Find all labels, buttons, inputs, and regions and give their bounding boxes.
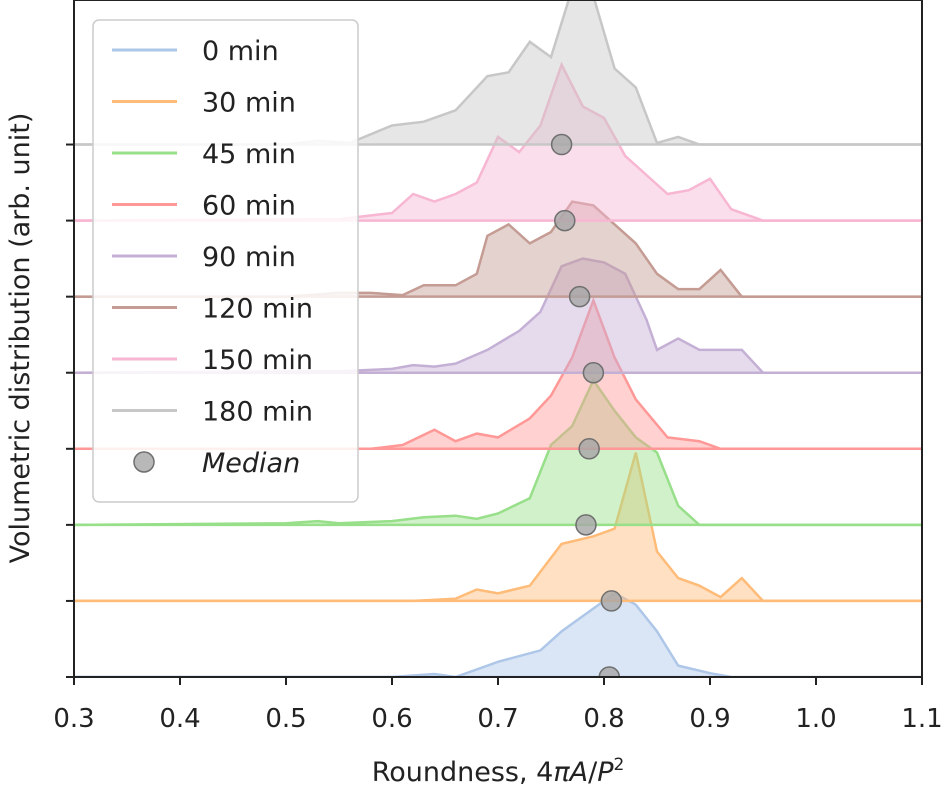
- median-marker-7: [550, 133, 573, 156]
- ridge-area-7: [74, 0, 922, 145]
- legend-label-6: 150 min: [202, 345, 313, 376]
- legend: 0 min 30 min 45 min 60 min 90 min 120 min 150 …: [92, 19, 359, 503]
- legend-label-5: 120 min: [202, 294, 313, 325]
- ridge-line-1: [74, 452, 922, 603]
- legend-label-0: 0 min: [202, 36, 279, 67]
- x-tick-label: 0.6: [371, 704, 412, 734]
- ridge-line-0: [74, 591, 732, 677]
- ridge-line-2: [74, 377, 922, 527]
- ridge-area-6: [74, 64, 922, 221]
- axis-ticks: 0.3 0.4 0.5 0.6 0.7 0.8 0.9 1.0 1.1: [53, 143, 943, 734]
- x-tick-label: 0.9: [689, 704, 730, 734]
- legend-label-median: Median: [202, 448, 300, 479]
- median-markers: [550, 133, 623, 677]
- ridge-line-3: [74, 296, 922, 451]
- x-tick-label: 0.7: [477, 704, 518, 734]
- legend-box: [92, 19, 359, 503]
- median-marker-5: [568, 285, 591, 308]
- median-marker-2: [575, 514, 597, 536]
- y-axis-label: Volumetric distribution (arb. unit): [5, 113, 36, 564]
- ridge-area-4: [74, 258, 922, 373]
- x-tick-label: 0.3: [53, 704, 94, 734]
- legend-label-2: 45 min: [202, 139, 296, 170]
- median-marker-0: [598, 666, 621, 677]
- ridge-line-4: [74, 257, 922, 374]
- ridge-line-6: [74, 61, 922, 222]
- median-marker-3: [578, 438, 600, 460]
- ridge-area-5: [74, 201, 922, 297]
- x-tick-label: 1.1: [901, 704, 942, 734]
- legend-median-marker: [133, 451, 155, 473]
- x-axis-label: Roundness, 4πA/P2: [372, 755, 625, 788]
- x-tick-label: 0.5: [265, 704, 306, 734]
- legend-label-1: 30 min: [202, 88, 296, 119]
- ridge-line-5: [74, 200, 922, 298]
- median-marker-1: [600, 590, 623, 612]
- legend-label-3: 60 min: [202, 191, 296, 222]
- x-tick-label: 1.0: [795, 704, 836, 734]
- median-marker-6: [554, 209, 576, 232]
- legend-label-7: 180 min: [202, 397, 313, 428]
- x-tick-label: 0.4: [159, 704, 200, 734]
- ridge-area-0: [74, 593, 732, 677]
- median-marker-4: [582, 361, 605, 384]
- x-tick-label: 0.8: [583, 704, 624, 734]
- legend-label-4: 90 min: [202, 242, 296, 273]
